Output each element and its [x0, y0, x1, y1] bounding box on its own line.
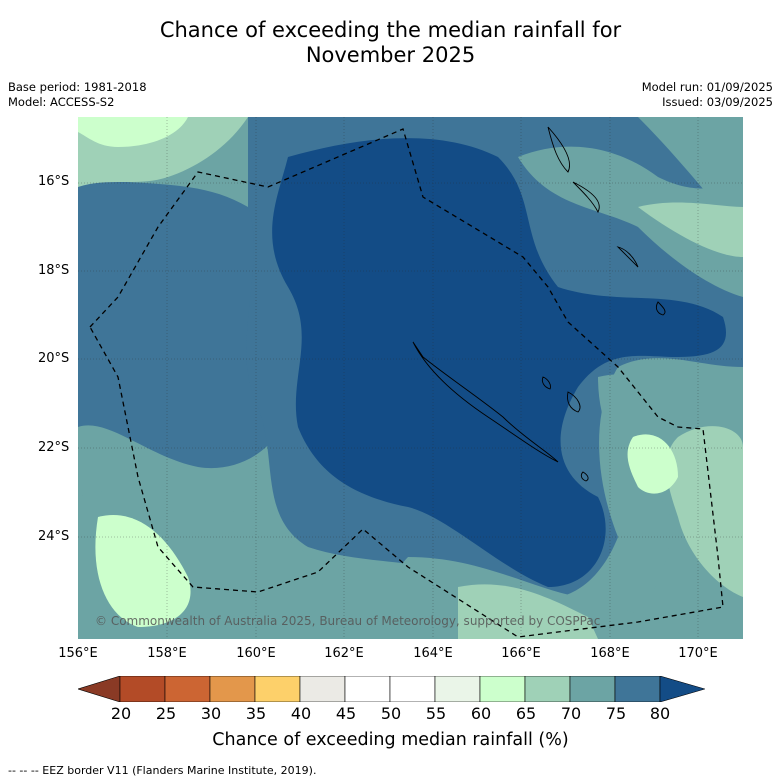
eez-border: [89, 128, 724, 638]
rainfall-map: [78, 117, 743, 639]
colorbar-tick: 20: [110, 704, 132, 723]
model-run: Model run: 01/09/2025: [641, 80, 773, 94]
contour-60-east: [627, 434, 678, 494]
colorbar-tick: 70: [560, 704, 582, 723]
meta-right: Model run: 01/09/2025 Issued: 03/09/2025: [642, 80, 773, 110]
lon-label-156e: 156°E: [58, 646, 98, 661]
colorbar-tick: 35: [245, 704, 267, 723]
colorbar-segment: [524, 676, 571, 702]
contour-60-southwest: [95, 515, 191, 627]
colorbar-segment: [434, 676, 481, 702]
lat-label-24s: 24°S: [38, 529, 70, 544]
colorbar-extend-high: [659, 676, 705, 702]
island-east-1: [655, 301, 666, 316]
new-caledonia: [412, 341, 559, 463]
island-vanuatu-south: [616, 246, 639, 268]
lon-label-164e: 164°E: [413, 646, 453, 661]
colorbar-tick: 40: [290, 704, 312, 723]
lat-label-22s: 22°S: [38, 440, 70, 455]
colorbar-segment: [569, 676, 616, 702]
colorbar-segment: [254, 676, 301, 702]
colorbar-label: Chance of exceeding median rainfall (%): [212, 730, 569, 750]
map-canvas: [78, 117, 743, 639]
lon-label-166e: 166°E: [501, 646, 541, 661]
colorbar: [78, 676, 705, 702]
footer-note: -- -- -- EEZ border V11 (Flanders Marine…: [8, 764, 317, 777]
lon-label-162e: 162°E: [324, 646, 364, 661]
colorbar-tick: 65: [515, 704, 537, 723]
colorbar-tick: 55: [425, 704, 447, 723]
contour-70-northeast: [518, 146, 743, 297]
colorbar-extend-low: [78, 676, 121, 702]
colorbar-segment: [209, 676, 256, 702]
island-loyalty-2: [567, 391, 581, 413]
title-line-1: Chance of exceeding the median rainfall …: [159, 18, 622, 42]
title-line-2: November 2025: [305, 43, 476, 67]
copyright-notice: © Commonwealth of Australia 2025, Bureau…: [95, 614, 601, 628]
lon-label-168e: 168°E: [590, 646, 630, 661]
contour-60-northwest: [78, 117, 188, 147]
base-period: Base period: 1981-2018: [8, 80, 147, 94]
island-loyalty-1: [541, 376, 551, 390]
issued-date: Issued: 03/09/2025: [662, 95, 773, 109]
contour-65-east: [666, 426, 743, 597]
colorbar-segment: [614, 676, 661, 702]
colorbar-tick: 45: [335, 704, 357, 723]
colorbar-tick: 50: [380, 704, 402, 723]
contour-65-northeast: [638, 202, 743, 257]
colorbar-tick: 30: [200, 704, 222, 723]
lon-label-158e: 158°E: [147, 646, 187, 661]
colorbar-tick: 80: [649, 704, 671, 723]
lat-label-16s: 16°S: [38, 174, 70, 189]
contour-75-west: [78, 177, 291, 469]
map-title: Chance of exceeding the median rainfall …: [0, 18, 781, 68]
graticule: [78, 117, 743, 639]
colorbar-segment: [389, 676, 436, 702]
colorbar-segment: [119, 676, 166, 702]
colorbar-tick: 75: [605, 704, 627, 723]
island-vanuatu: [572, 181, 600, 214]
model-name: Model: ACCESS-S2: [8, 95, 115, 109]
lon-label-170e: 170°E: [678, 646, 718, 661]
island-south: [580, 471, 589, 482]
lat-label-18s: 18°S: [38, 263, 70, 278]
island-north: [547, 126, 570, 173]
lon-label-160e: 160°E: [236, 646, 276, 661]
colorbar-tick: 60: [470, 704, 492, 723]
colorbar-segment: [164, 676, 211, 702]
lat-label-20s: 20°S: [38, 351, 70, 366]
colorbar-segment: [479, 676, 526, 702]
colorbar-segment: [344, 676, 391, 702]
meta-left: Base period: 1981-2018 Model: ACCESS-S2: [8, 80, 147, 110]
contour-80-core: [272, 138, 726, 587]
contour-65-south: [458, 584, 598, 639]
islands: [412, 126, 666, 482]
colorbar-segment: [299, 676, 346, 702]
colorbar-tick: 25: [155, 704, 177, 723]
